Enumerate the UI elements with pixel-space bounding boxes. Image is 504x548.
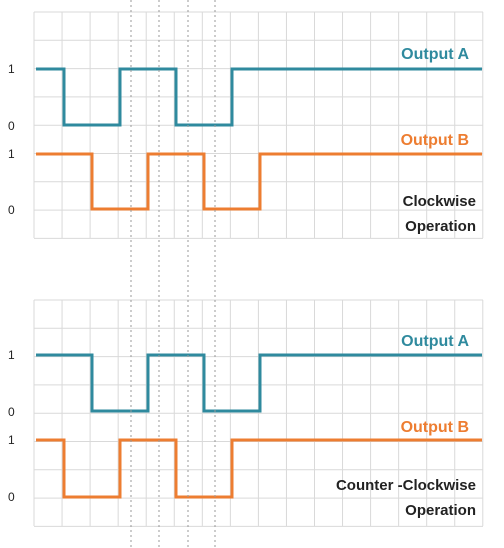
output-b-label: Output B <box>401 132 469 149</box>
panel-clockwise: 1 0 1 0 Output A Output B Clockwise Oper… <box>8 11 484 239</box>
output-a-waveform <box>36 353 482 413</box>
phase-guides <box>130 0 216 548</box>
level-low-label: 0 <box>8 490 15 504</box>
caption-line-1: Clockwise <box>403 193 476 210</box>
output-a-label: Output A <box>401 333 469 350</box>
level-high-label: 1 <box>8 433 15 447</box>
caption-line-2: Operation <box>405 218 476 235</box>
caption-line-1: Counter -Clockwise <box>336 477 476 494</box>
panel-counter-clockwise: 1 0 1 0 Output A Output B Counter -Clock… <box>8 299 484 527</box>
output-a-label: Output A <box>401 46 469 63</box>
output-b-label: Output B <box>401 419 469 436</box>
output-b-waveform <box>36 438 482 499</box>
output-a-waveform <box>36 67 482 127</box>
level-low-label: 0 <box>8 119 15 133</box>
level-high-label: 1 <box>8 147 15 161</box>
output-b-waveform <box>36 152 482 211</box>
level-low-label: 0 <box>8 405 15 419</box>
level-high-label: 1 <box>8 62 15 76</box>
level-low-label: 0 <box>8 203 15 217</box>
level-high-label: 1 <box>8 348 15 362</box>
caption-line-2: Operation <box>405 502 476 519</box>
